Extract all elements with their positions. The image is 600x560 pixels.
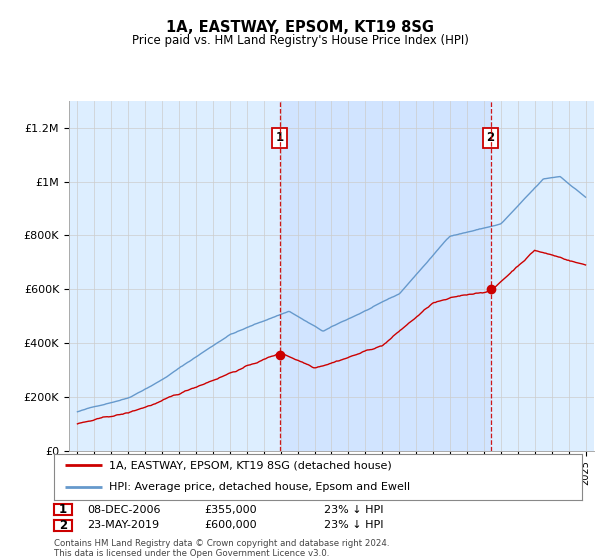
Text: 2: 2	[59, 519, 67, 532]
Text: 2: 2	[487, 131, 494, 144]
Text: Price paid vs. HM Land Registry's House Price Index (HPI): Price paid vs. HM Land Registry's House …	[131, 34, 469, 46]
Text: 08-DEC-2006: 08-DEC-2006	[87, 505, 161, 515]
Text: £600,000: £600,000	[204, 520, 257, 530]
Text: 1A, EASTWAY, EPSOM, KT19 8SG: 1A, EASTWAY, EPSOM, KT19 8SG	[166, 20, 434, 35]
Text: 1: 1	[275, 131, 284, 144]
Text: £355,000: £355,000	[204, 505, 257, 515]
Text: HPI: Average price, detached house, Epsom and Ewell: HPI: Average price, detached house, Epso…	[109, 482, 410, 492]
Text: 23% ↓ HPI: 23% ↓ HPI	[324, 520, 383, 530]
Text: 1A, EASTWAY, EPSOM, KT19 8SG (detached house): 1A, EASTWAY, EPSOM, KT19 8SG (detached h…	[109, 460, 392, 470]
Text: Contains HM Land Registry data © Crown copyright and database right 2024.
This d: Contains HM Land Registry data © Crown c…	[54, 539, 389, 558]
Text: 23% ↓ HPI: 23% ↓ HPI	[324, 505, 383, 515]
Text: 23-MAY-2019: 23-MAY-2019	[87, 520, 159, 530]
Bar	[280, 101, 491, 451]
Text: 1: 1	[59, 503, 67, 516]
